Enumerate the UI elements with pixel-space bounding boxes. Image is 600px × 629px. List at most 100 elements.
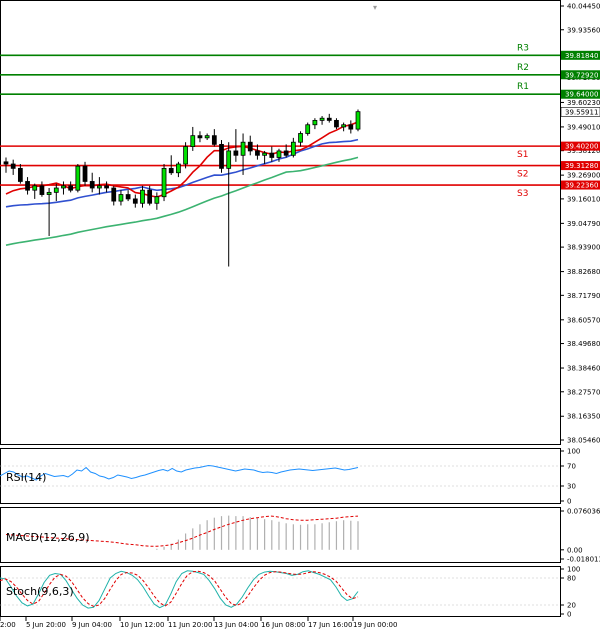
price-axis: 40.0445039.9356039.8267039.7178039.60230… [560, 3, 600, 445]
level-label-s1: S1 [517, 150, 528, 160]
axis-tick-label: 80 [567, 575, 576, 583]
candle-up [290, 141, 296, 156]
candle-down [111, 187, 117, 202]
time-tick-label: 19 Jun 00:00 [353, 621, 397, 629]
price-tick-label: 38.93900 [567, 244, 600, 252]
candle-up [262, 152, 267, 156]
candle-up [61, 185, 66, 189]
candle-up [319, 117, 325, 121]
candle-up [161, 167, 167, 198]
level-label-r2: R2 [517, 63, 529, 73]
axis-tick-label: 20 [567, 602, 576, 610]
candle-up [240, 141, 246, 156]
level-label-s2: S2 [517, 170, 528, 180]
main-plot: R3 R2 R1 S1 S2 S3 [0, 43, 560, 267]
level-label-s3: S3 [517, 189, 528, 199]
rsi-line [0, 464, 359, 481]
candle-down [68, 185, 74, 191]
candle-down [10, 163, 16, 169]
candle-down [283, 150, 289, 156]
price-tick-label: 39.49010 [567, 123, 600, 131]
level-price-label-r1: 39.64000 [565, 91, 598, 99]
axis-tick-label: 0.00 [567, 546, 583, 554]
price-tick-label: 38.27570 [567, 388, 600, 396]
candle-up [32, 185, 38, 191]
candle-up [355, 111, 361, 130]
level-price-box-r2 [561, 70, 600, 80]
level-price-label-s3: 39.22360 [565, 182, 598, 190]
stoch-title: Stoch(9,6,3) [6, 585, 74, 598]
ma-slow-line [5, 156, 359, 246]
candle-down [17, 167, 23, 182]
level-price-label-r2: 39.72920 [565, 71, 598, 79]
ma-mid-line [5, 138, 359, 208]
macd-signal-line [5, 515, 359, 547]
settings-marker[interactable]: ▾ [373, 3, 377, 12]
time-tick-label: 5 Jun 20:00 [26, 621, 66, 629]
axis-tick-label: 0 [567, 611, 571, 619]
candle-down [89, 181, 95, 189]
price-tick-label: 38.82680 [567, 268, 600, 276]
current-price-label: 39.55911 [565, 108, 598, 116]
candle-down [132, 198, 138, 204]
macd-title: MACD(12,26,9) [6, 531, 90, 544]
time-tick-label: 2:00 [0, 621, 16, 629]
current-price-box [560, 107, 600, 117]
main-panel-frame [0, 0, 561, 445]
level-label-r3: R3 [517, 43, 529, 53]
price-tick-label: 39.26900 [567, 172, 600, 180]
price-tick-label: 39.38120 [567, 147, 600, 155]
candle-down [125, 194, 131, 200]
candle-up [140, 189, 145, 204]
axis-tick-label: 70 [567, 463, 576, 471]
time-tick-label: 9 Jun 04:00 [72, 621, 112, 629]
price-tick-label: 40.04450 [567, 3, 600, 11]
stoch-panel-frame [0, 566, 561, 617]
axis-tick-label: 100 [567, 566, 580, 574]
price-tick-label: 39.93560 [567, 26, 600, 34]
candle-up [190, 135, 196, 147]
candle-up [183, 146, 188, 165]
price-tick-label: 39.16010 [567, 195, 600, 203]
level-price-label-s1: 39.40200 [565, 143, 598, 151]
price-tick-label: 38.71790 [567, 292, 600, 300]
level-price-box-s3 [561, 180, 600, 190]
rsi-title: RSI(14) [6, 471, 46, 484]
level-price-box-s2 [561, 161, 600, 171]
candle-down [25, 181, 30, 191]
candle-up [97, 185, 102, 189]
stoch-signal-line [0, 570, 359, 607]
candle-up [204, 135, 210, 139]
candle-down [233, 150, 239, 156]
time-tick-label: 16 Jun 08:00 [261, 621, 305, 629]
candle-up [46, 191, 52, 195]
candle-down [255, 150, 260, 156]
macd-plot: 0.076036 0.00 -0.018013 [5, 508, 600, 564]
candle-down [219, 143, 224, 169]
price-tick-label: 38.05460 [567, 437, 600, 445]
candle-down [168, 167, 174, 174]
macd-panel-frame [0, 507, 561, 563]
candle-down [39, 185, 45, 195]
price-tick-label: 38.38460 [567, 365, 600, 373]
level-price-box-s1 [561, 141, 600, 151]
candle-down [197, 135, 203, 139]
candle-up [154, 196, 160, 204]
candle-up [312, 119, 318, 126]
candle-down [348, 124, 354, 130]
candle-up [298, 133, 303, 143]
axis-tick-label: 0.076036 [567, 508, 600, 516]
level-price-label-s2: 39.31280 [565, 162, 598, 170]
level-price-box-r3 [561, 50, 600, 60]
candle-up [341, 124, 347, 128]
price-tick-label: 38.16350 [567, 413, 600, 421]
time-tick-label: 11 Jun 20:00 [168, 621, 212, 629]
time-tick-label: 17 Jun 16:00 [308, 621, 352, 629]
candle-up [75, 165, 81, 191]
time-axis: 2:00 5 Jun 20:00 9 Jun 04:00 10 Jun 12:00 11… [0, 617, 397, 629]
axis-tick-label: 0 [567, 498, 571, 506]
indicator-titles: RSI(14) MACD(12,26,9) Stoch(9,6,3) [6, 471, 90, 598]
price-tick-label: 38.60570 [567, 316, 600, 324]
candle-down [211, 135, 217, 145]
